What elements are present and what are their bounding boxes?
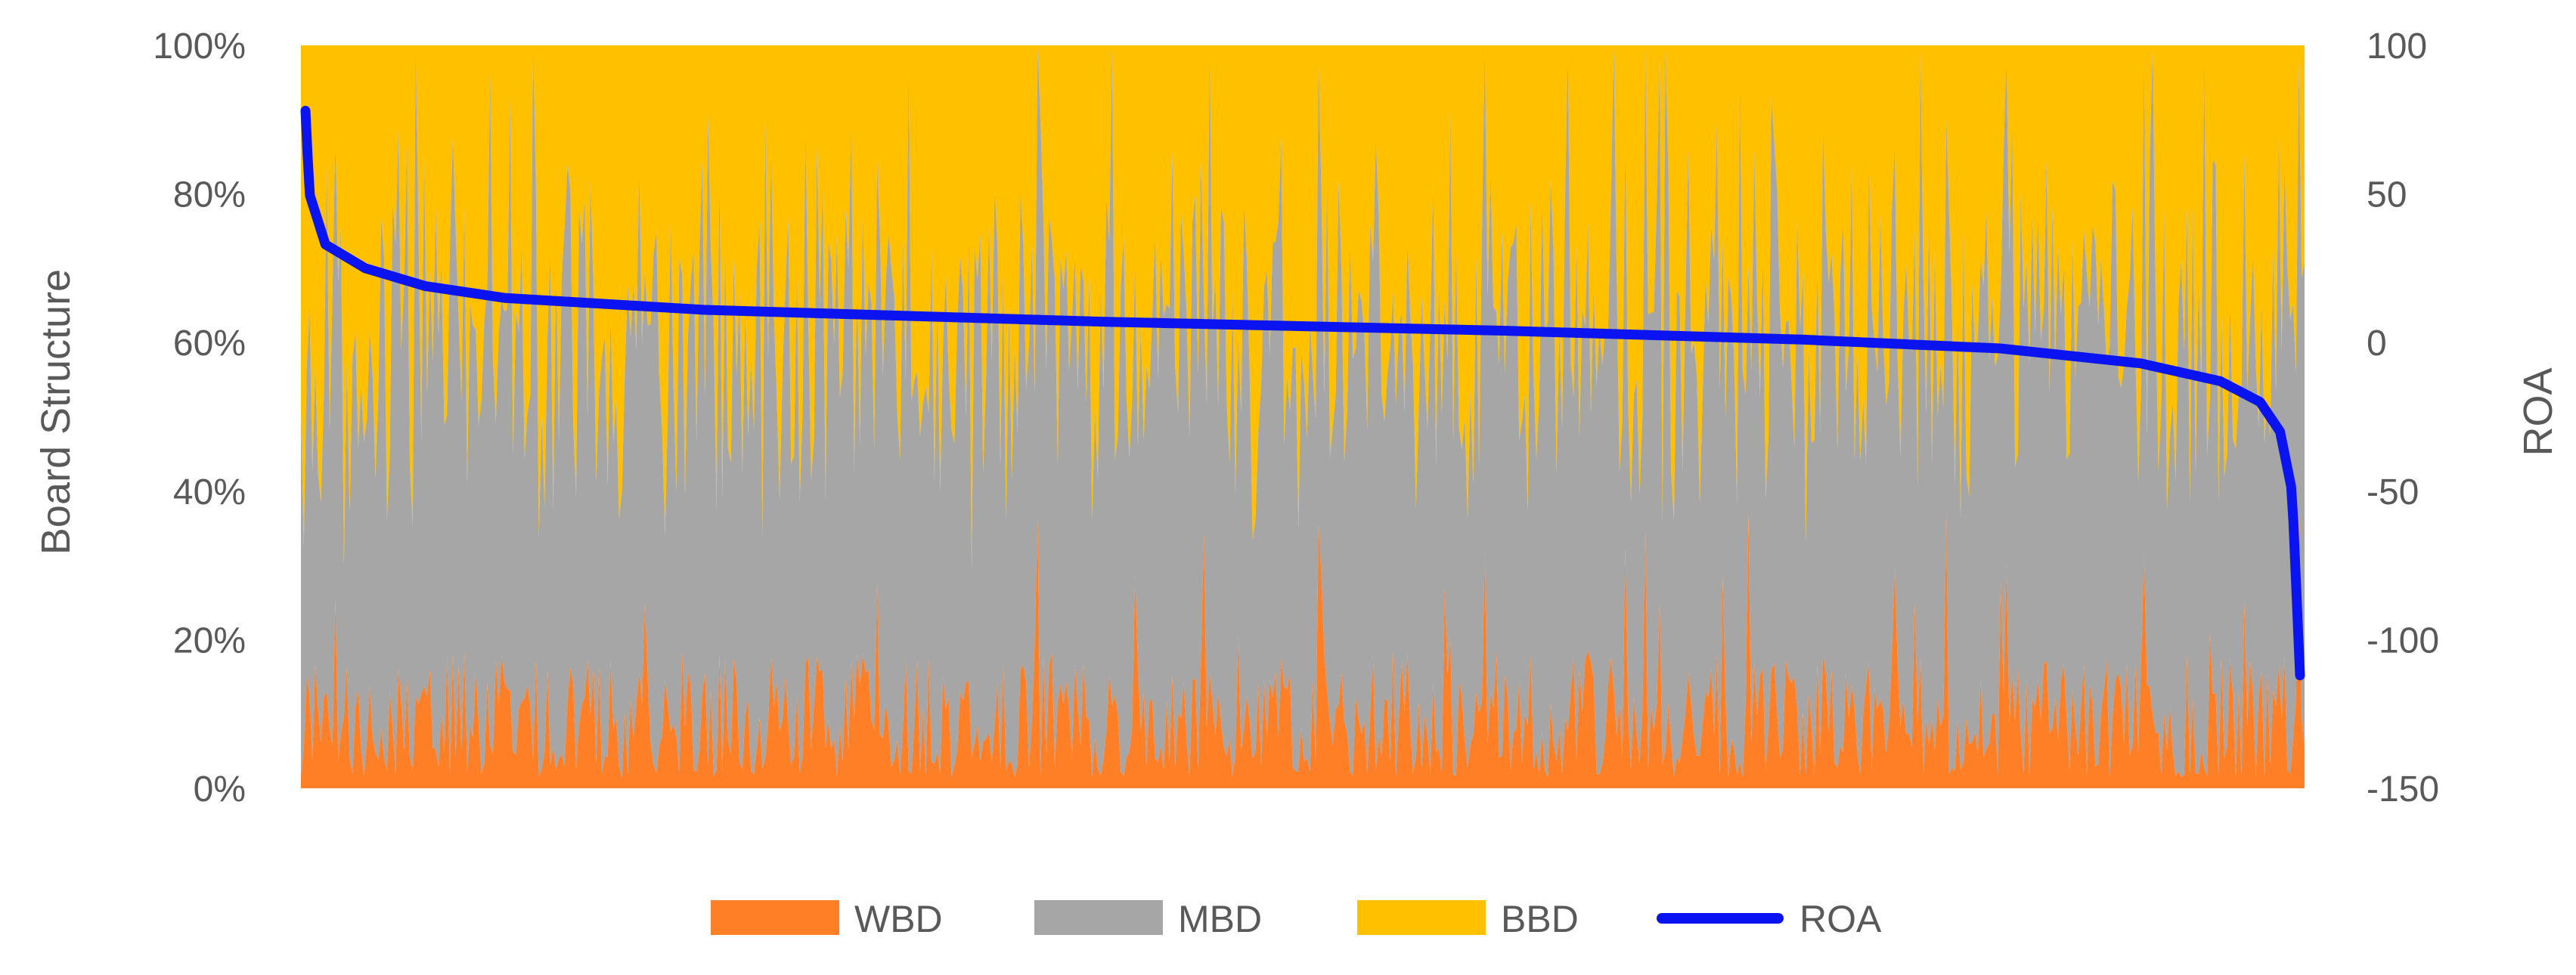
y-axis-ticks: 0% 20% 40% 60% 80% 100% bbox=[153, 26, 246, 809]
y2-axis-ticks: -150 -100 -50 0 50 100 bbox=[2367, 26, 2439, 809]
legend-item-wbd: WBD bbox=[711, 898, 943, 940]
y2-tick-label: 50 bbox=[2367, 175, 2407, 215]
y2-tick-label: 100 bbox=[2367, 26, 2427, 67]
roa-line bbox=[300, 106, 2305, 681]
y-tick-label: 40% bbox=[173, 472, 246, 512]
y-tick-label: 80% bbox=[173, 175, 246, 215]
y2-tick-label: 0 bbox=[2367, 323, 2387, 364]
legend-label: BBD bbox=[1501, 898, 1579, 940]
y-tick-label: 100% bbox=[153, 26, 246, 67]
legend-swatch bbox=[1357, 900, 1486, 935]
y-tick-label: 20% bbox=[173, 621, 246, 661]
legend-swatch bbox=[1034, 900, 1163, 935]
legend-swatch bbox=[711, 900, 839, 935]
mbd-area bbox=[301, 48, 2305, 778]
legend-item-mbd: MBD bbox=[1034, 898, 1262, 940]
y2-axis-title: ROA bbox=[2516, 367, 2561, 456]
legend-item-bbd: BBD bbox=[1357, 898, 1579, 940]
legend: WBD MBD BBD ROA bbox=[711, 898, 1882, 940]
y2-tick-label: -100 bbox=[2367, 621, 2439, 661]
legend-label: MBD bbox=[1178, 898, 1262, 940]
y-tick-label: 0% bbox=[194, 769, 246, 809]
y2-tick-label: -150 bbox=[2367, 769, 2439, 809]
y2-tick-label: -50 bbox=[2367, 472, 2419, 512]
y-tick-label: 60% bbox=[173, 323, 246, 364]
legend-item-roa: ROA bbox=[1657, 898, 1882, 940]
legend-label: ROA bbox=[1799, 898, 1882, 940]
legend-label: WBD bbox=[854, 898, 943, 940]
plot-area bbox=[300, 45, 2305, 788]
y-axis-title: Board Structure bbox=[33, 269, 79, 555]
wbd-area bbox=[301, 513, 2305, 788]
bbd-area bbox=[301, 45, 2305, 571]
